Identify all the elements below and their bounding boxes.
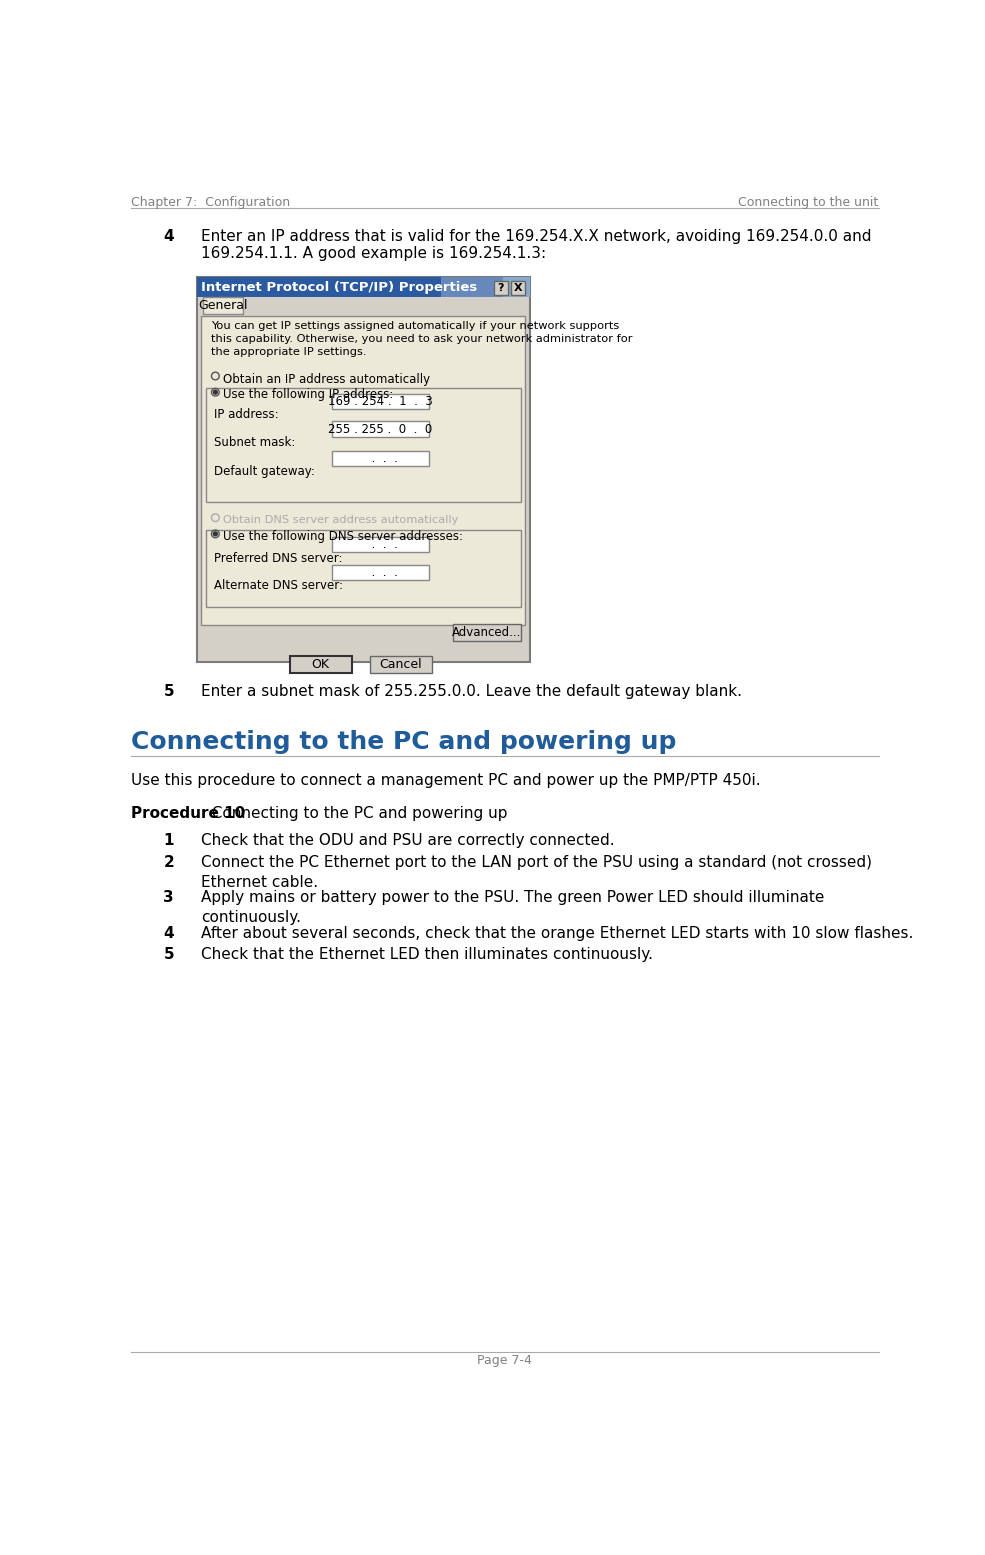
Text: Alternate DNS server:: Alternate DNS server: <box>214 580 343 592</box>
Bar <box>203 297 243 314</box>
Text: 2: 2 <box>164 855 174 869</box>
Bar <box>332 421 429 437</box>
Text: Use this procedure to connect a management PC and power up the PMP/PTP 450i.: Use this procedure to connect a manageme… <box>131 773 760 788</box>
Text: Obtain an IP address automatically: Obtain an IP address automatically <box>223 373 430 386</box>
Circle shape <box>214 532 218 536</box>
Bar <box>511 280 525 295</box>
Text: Check that the ODU and PSU are correctly connected.: Check that the ODU and PSU are correctly… <box>201 833 615 849</box>
Text: Procedure 10: Procedure 10 <box>131 805 245 821</box>
Text: Connecting to the PC and powering up: Connecting to the PC and powering up <box>131 731 677 754</box>
Text: Obtain DNS server address automatically: Obtain DNS server address automatically <box>223 515 458 524</box>
Bar <box>441 277 503 297</box>
Text: Advanced...: Advanced... <box>452 627 521 639</box>
Text: 255 . 255 .  0  .  0: 255 . 255 . 0 . 0 <box>328 423 432 435</box>
Bar <box>201 316 525 625</box>
Text: Enter an IP address that is valid for the 169.254.X.X network, avoiding 169.254.: Enter an IP address that is valid for th… <box>201 229 871 261</box>
Text: 5: 5 <box>164 684 174 700</box>
Text: 4: 4 <box>164 229 174 244</box>
Bar <box>503 277 530 297</box>
Text: Default gateway:: Default gateway: <box>214 465 314 479</box>
Bar <box>332 536 429 552</box>
Text: Preferred DNS server:: Preferred DNS server: <box>214 552 343 564</box>
Bar <box>369 656 431 673</box>
Text: 169 . 254 .  1  .  3: 169 . 254 . 1 . 3 <box>328 395 432 407</box>
Text: Use the following IP address:: Use the following IP address: <box>223 389 393 401</box>
Bar <box>332 564 429 580</box>
Text: Subnet mask:: Subnet mask: <box>214 435 296 449</box>
Circle shape <box>214 390 218 393</box>
Text: Apply mains or battery power to the PSU. The green Power LED should illuminate
c: Apply mains or battery power to the PSU.… <box>201 891 824 925</box>
Text: 5: 5 <box>164 947 174 963</box>
Text: .  .  .: . . . <box>363 453 397 465</box>
Bar <box>197 277 530 662</box>
Text: You can get IP settings assigned automatically if your network supports
this cap: You can get IP settings assigned automat… <box>211 320 632 358</box>
Text: Use the following DNS server addresses:: Use the following DNS server addresses: <box>223 530 463 543</box>
Text: Cancel: Cancel <box>379 658 422 672</box>
Text: Enter a subnet mask of 255.255.0.0. Leave the default gateway blank.: Enter a subnet mask of 255.255.0.0. Leav… <box>201 684 742 700</box>
Text: 1: 1 <box>164 833 174 849</box>
Bar <box>206 389 521 502</box>
Text: Check that the Ethernet LED then illuminates continuously.: Check that the Ethernet LED then illumin… <box>201 947 653 963</box>
Text: ?: ? <box>497 283 504 292</box>
Text: Connecting to the PC and powering up: Connecting to the PC and powering up <box>202 805 507 821</box>
Text: IP address:: IP address: <box>214 409 279 421</box>
Bar <box>197 277 530 297</box>
Bar <box>332 393 429 409</box>
Text: After about several seconds, check that the orange Ethernet LED starts with 10 s: After about several seconds, check that … <box>201 925 913 941</box>
Text: X: X <box>513 283 522 292</box>
Bar <box>332 451 429 466</box>
Text: Chapter 7:  Configuration: Chapter 7: Configuration <box>131 196 290 208</box>
Text: Connecting to the unit: Connecting to the unit <box>739 196 879 208</box>
Text: Page 7-4: Page 7-4 <box>477 1354 532 1367</box>
Text: .  .  .: . . . <box>363 538 397 550</box>
Text: 4: 4 <box>164 925 174 941</box>
Text: Internet Protocol (TCP/IP) Properties: Internet Protocol (TCP/IP) Properties <box>201 280 478 294</box>
Text: 3: 3 <box>164 891 174 905</box>
Bar <box>290 656 352 673</box>
Bar <box>494 280 507 295</box>
Text: OK: OK <box>311 658 330 672</box>
Text: General: General <box>198 300 248 313</box>
Text: Connect the PC Ethernet port to the LAN port of the PSU using a standard (not cr: Connect the PC Ethernet port to the LAN … <box>201 855 872 889</box>
Bar <box>206 530 521 606</box>
Bar <box>452 624 521 641</box>
Text: .  .  .: . . . <box>363 566 397 578</box>
